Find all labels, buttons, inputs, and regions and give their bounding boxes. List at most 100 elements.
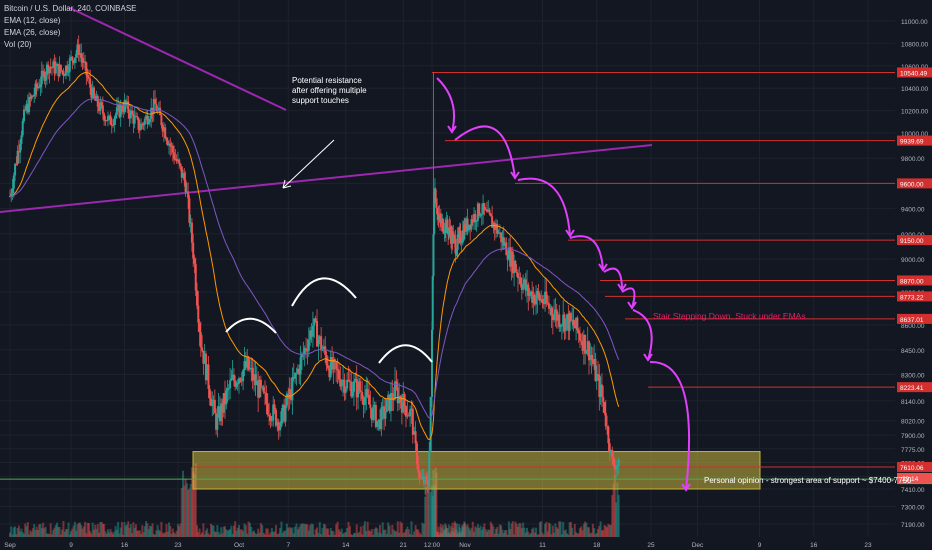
volume-bar — [445, 528, 448, 537]
candle-body — [180, 166, 183, 178]
volume-bar — [40, 528, 43, 537]
volume-bar — [466, 524, 469, 537]
candle-body — [66, 65, 69, 72]
volume-bar — [105, 533, 108, 537]
volume-bar — [504, 530, 507, 537]
candle-body — [44, 75, 47, 81]
ema-slow-label[interactable]: EMA (26, close) — [4, 28, 61, 37]
volume-bar — [526, 527, 528, 537]
price-level-tag — [897, 178, 932, 189]
volume-bar — [154, 534, 157, 537]
candle-body — [218, 406, 221, 422]
volume-bar — [572, 534, 575, 537]
volume-bar — [495, 528, 497, 537]
candle-body — [232, 374, 235, 381]
volume-bar — [70, 531, 73, 537]
volume-bar — [314, 529, 317, 537]
candle-body — [298, 368, 301, 375]
volume-bar — [140, 534, 143, 537]
candle-body — [597, 374, 600, 376]
candle-body — [198, 322, 201, 333]
volume-bar — [240, 529, 243, 537]
candle-body — [434, 189, 437, 203]
volume-bar — [533, 532, 536, 537]
volume-bar — [480, 529, 483, 537]
candle-body — [71, 56, 74, 61]
candle-body — [118, 105, 121, 118]
volume-bar — [57, 526, 60, 537]
candle-body — [77, 44, 80, 55]
candle-body — [273, 404, 276, 410]
volume-bar — [145, 521, 148, 537]
volume-bar — [332, 531, 335, 537]
volume-bar — [391, 524, 394, 537]
volume-bar — [395, 531, 398, 537]
candle-body — [483, 203, 486, 210]
symbol-label[interactable]: Bitcoin / U.S. Dollar, 240, COINBASE — [4, 4, 137, 13]
candle-body — [498, 232, 501, 234]
candle-body — [264, 392, 267, 394]
volume-bar — [44, 526, 47, 537]
price-tick-label: 9800.00 — [901, 156, 925, 163]
stair-arrow — [569, 235, 604, 271]
volume-bar — [399, 521, 402, 537]
price-axis[interactable]: 11000.00 10800.00 10600.00 10400.00 10200.00… — [897, 0, 932, 550]
candle-body — [339, 379, 342, 387]
volume-bar — [215, 532, 218, 537]
candle-body — [15, 163, 18, 165]
price-level-tag-label: 9939.69 — [900, 139, 924, 146]
volume-bar — [446, 527, 449, 537]
candle-body — [306, 350, 309, 352]
volume-bar — [529, 533, 532, 537]
volume-bar — [467, 527, 470, 537]
candle-body — [502, 237, 505, 246]
volume-bar — [361, 534, 364, 537]
volume-bar — [17, 525, 20, 537]
candle-body — [453, 235, 455, 237]
volume-bar — [527, 531, 530, 537]
volume-bar — [148, 525, 151, 537]
candle-body — [484, 209, 487, 211]
candle-body — [555, 309, 558, 321]
volume-bar — [294, 526, 297, 537]
volume-bar — [603, 524, 606, 537]
volume-bar — [594, 534, 597, 537]
volume-bar — [302, 523, 305, 537]
candle-body — [235, 383, 238, 387]
volume-bar — [520, 528, 523, 537]
candle-body — [600, 384, 603, 398]
volume-bar — [285, 523, 288, 537]
candle-body — [277, 422, 280, 431]
volume-bar — [152, 533, 155, 537]
pointer-arrow-head — [282, 179, 292, 189]
volume-bar — [114, 525, 117, 537]
candle-body — [418, 472, 421, 478]
support-trendline — [0, 144, 653, 213]
volume-bar — [453, 532, 455, 537]
volume-bar — [155, 530, 158, 537]
ema-fast-label[interactable]: EMA (12, close) — [4, 16, 61, 25]
volume-bar — [586, 527, 589, 537]
arc-3 — [378, 344, 433, 364]
candle-body — [443, 232, 446, 234]
volume-bar — [59, 534, 62, 537]
volume-bar — [296, 529, 299, 537]
volume-label[interactable]: Vol (20) — [4, 40, 32, 49]
time-axis[interactable]: Sep 9 16 23 Oct 7 14 21 12:00 Nov 11 18 25 Dec 9 16 23 — [0, 537, 895, 550]
price-tick-label: 10400.00 — [901, 86, 928, 93]
price-tick-label: 8600.00 — [901, 323, 925, 330]
volume-bar — [124, 525, 127, 537]
volume-bar — [600, 530, 603, 537]
volume-bar — [531, 528, 534, 537]
volume-bar — [501, 529, 504, 537]
candle-body — [113, 118, 116, 125]
candle-body — [58, 64, 61, 77]
volume-bar — [137, 530, 140, 537]
time-tick-label: 9 — [758, 542, 762, 549]
volume-bar — [482, 527, 485, 537]
time-tick-label: Dec — [692, 542, 704, 549]
volume-bar — [189, 484, 192, 537]
volume-bar — [443, 529, 446, 537]
candle-body — [85, 62, 88, 76]
